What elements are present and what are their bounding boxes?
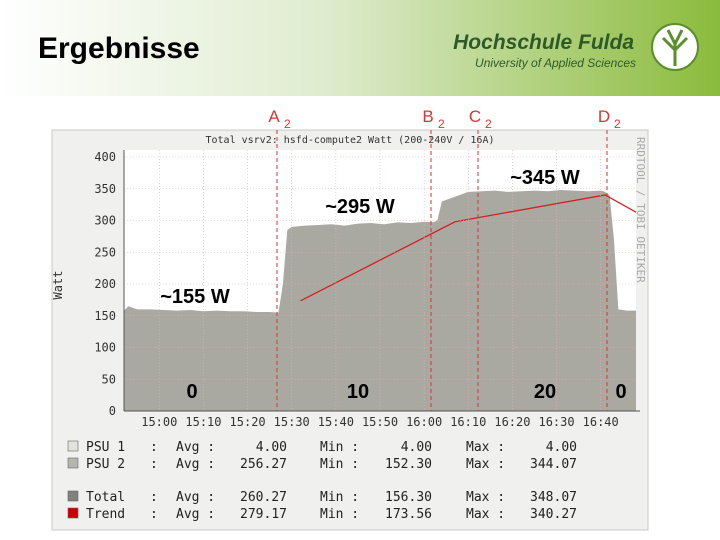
x-tick-label: 15:40 [318,415,354,429]
logo-name: Hochschule Fulda [453,31,634,54]
marker-sub: 2 [485,117,492,131]
legend-text: 340.27 [530,507,577,522]
legend-text: Min : [320,440,359,455]
side-label: RRDTOOL / TOBI OETIKER [634,137,647,283]
annotation: ~155 W [160,286,230,308]
y-tick-label: 100 [94,341,116,355]
legend-text: Max : [466,457,505,472]
legend-text: 4.00 [401,440,432,455]
x-tick-label: 15:00 [141,415,177,429]
annotation: 0 [615,381,626,403]
marker-letter: D [598,107,610,126]
legend-text: Avg : [176,440,215,455]
legend-text: 4.00 [256,440,287,455]
legend-text: 344.07 [530,457,577,472]
legend-text: 256.27 [240,457,287,472]
legend-text: PSU 2 [86,457,125,472]
logo-sub: University of Applied Sciences [475,56,636,70]
annotation: ~345 W [510,167,580,189]
y-tick-label: 350 [94,182,116,196]
y-tick-label: 150 [94,309,116,323]
x-tick-label: 16:20 [494,415,530,429]
y-tick-label: 250 [94,245,116,259]
x-tick-label: 16:00 [406,415,442,429]
marker-letter: C [469,107,481,126]
legend-text: 279.17 [240,507,287,522]
legend-text: : [150,507,158,522]
slide-title: Ergebnisse [38,32,200,65]
y-axis-label: Watt [51,271,65,300]
legend-text: Max : [466,440,505,455]
legend-text: Min : [320,457,359,472]
y-tick-label: 200 [94,277,116,291]
legend-text: Total [86,490,125,505]
marker-letter: A [268,107,280,126]
marker-sub: 2 [614,117,621,131]
logo-icon [651,23,699,71]
header-band [0,0,720,96]
legend-text: Min : [320,507,359,522]
annotation: 10 [347,381,369,403]
x-tick-label: 16:10 [450,415,486,429]
legend-text: Avg : [176,490,215,505]
legend-text: Avg : [176,457,215,472]
legend-text: Trend [86,507,125,522]
legend-text: 152.30 [385,457,432,472]
legend-swatch [67,440,79,452]
legend-swatch [67,490,79,502]
x-tick-label: 16:30 [538,415,574,429]
y-tick-label: 300 [94,214,116,228]
legend-text: : [150,440,158,455]
annotation: 0 [186,381,197,403]
legend-text: Min : [320,490,359,505]
legend-text: PSU 1 [86,440,125,455]
marker-sub: 2 [284,117,291,131]
legend-text: 348.07 [530,490,577,505]
y-tick-label: 0 [109,404,116,418]
x-tick-label: 15:20 [230,415,266,429]
legend-text: 260.27 [240,490,287,505]
legend-text: : [150,490,158,505]
trend-line [300,194,637,302]
legend-text: 173.56 [385,507,432,522]
marker-letter: B [422,107,433,126]
legend-text: Max : [466,490,505,505]
legend-text: : [150,457,158,472]
legend-swatch [67,457,79,469]
x-tick-label: 15:50 [362,415,398,429]
legend-text: Avg : [176,507,215,522]
marker-sub: 2 [438,117,445,131]
x-tick-label: 15:30 [274,415,310,429]
legend-text: Max : [466,507,505,522]
legend-text: 4.00 [546,440,577,455]
annotation: 20 [534,381,556,403]
x-tick-label: 16:40 [583,415,619,429]
chart-title: Total vsrv2: hsfd-compute2 Watt (200-240… [206,135,495,146]
legend-swatch [67,507,79,519]
x-tick-label: 15:10 [185,415,221,429]
legend-text: 156.30 [385,490,432,505]
y-tick-label: 50 [102,372,116,386]
y-tick-label: 400 [94,150,116,164]
annotation: ~295 W [325,196,395,218]
